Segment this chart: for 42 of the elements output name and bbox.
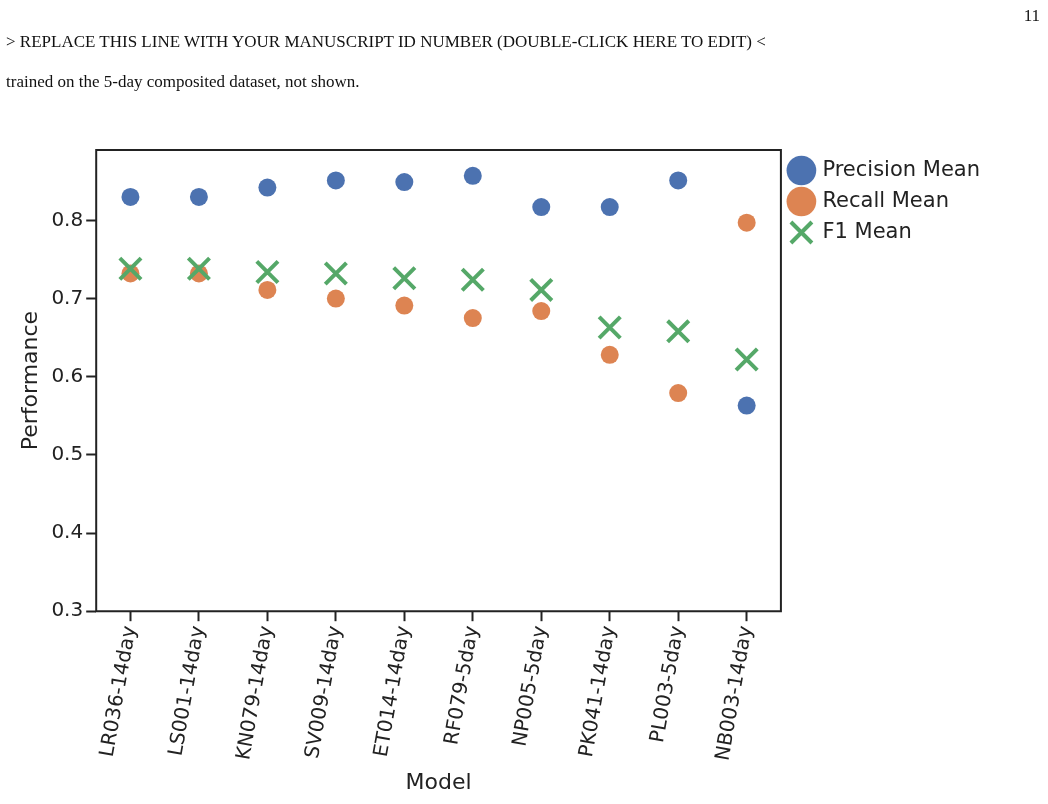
point	[665, 318, 691, 344]
legend-label: F1 Mean	[822, 218, 912, 243]
text: > REPLACE THIS LINE WITH YOUR MANUSCRIPT ID NUMBER (DOUBLE-CLICK HERE TO EDIT) <	[6, 32, 766, 52]
text: 11	[1023, 6, 1040, 26]
point	[600, 198, 619, 217]
point	[323, 260, 349, 287]
point	[395, 173, 414, 192]
text: trained on the 5-day composited dataset, not shown.	[6, 72, 360, 92]
point	[326, 289, 345, 308]
y-tick-label: 0.7	[51, 284, 84, 309]
point	[186, 256, 212, 282]
point	[258, 280, 277, 299]
point	[737, 396, 756, 415]
point	[254, 259, 280, 285]
point	[597, 314, 623, 341]
y-tick-label: 0.8	[51, 206, 84, 231]
point	[258, 178, 277, 197]
x-axis-title: Model	[405, 768, 472, 794]
point	[117, 256, 144, 282]
point	[532, 198, 551, 217]
point	[669, 384, 688, 403]
point	[737, 213, 756, 232]
y-tick-label: 0.4	[51, 519, 84, 544]
point	[391, 265, 417, 291]
y-tick-label: 0.6	[51, 362, 84, 387]
point	[463, 166, 482, 185]
point	[326, 171, 345, 190]
point	[528, 277, 554, 303]
y-tick-label: 0.5	[51, 441, 84, 466]
point	[463, 309, 482, 328]
legend-label: Recall Mean	[822, 187, 949, 212]
point	[189, 187, 208, 206]
point	[460, 267, 486, 293]
point	[669, 171, 688, 190]
point	[734, 346, 760, 373]
point	[532, 302, 551, 321]
point	[395, 296, 414, 315]
y-tick-label: 0.3	[51, 597, 84, 622]
legend-label: Precision Mean	[822, 156, 980, 181]
point	[600, 345, 619, 364]
y-axis-title: Performance	[16, 310, 42, 451]
point	[121, 187, 140, 206]
